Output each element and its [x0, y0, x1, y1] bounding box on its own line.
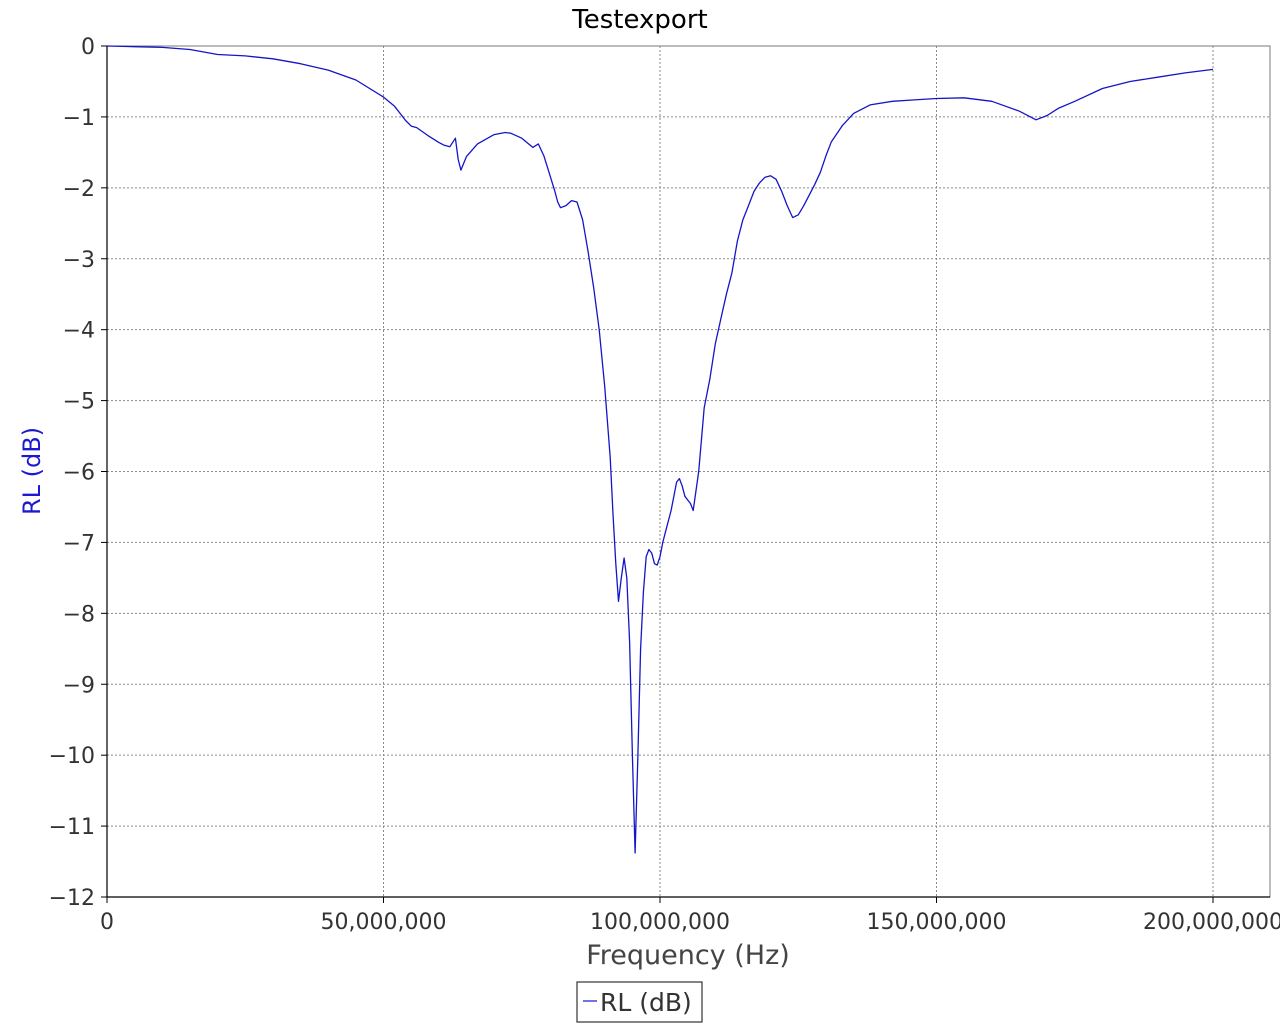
y-tick-label: −11	[49, 815, 95, 840]
y-tick-label: −4	[63, 319, 95, 344]
y-tick-label: 0	[81, 35, 95, 60]
x-axis-ticks: 0 50,000,000 100,000,000 150,000,000 200,000…	[100, 897, 1280, 935]
series-line-rl	[106, 45, 1214, 854]
x-axis-label: Frequency (Hz)	[586, 940, 790, 971]
legend-box	[576, 981, 703, 1023]
x-tick-label: 50,000,000	[321, 910, 447, 935]
y-axis-label: RL (dB)	[18, 427, 46, 515]
y-tick-label: −12	[49, 886, 95, 911]
x-tick-label: 200,000,000	[1143, 910, 1280, 935]
x-tick-label: 100,000,000	[590, 910, 730, 935]
series-layer	[106, 45, 1214, 854]
x-tick-label: 0	[100, 910, 114, 935]
x-tick-label: 150,000,000	[867, 910, 1007, 935]
y-tick-label: −5	[63, 390, 95, 415]
y-tick-label: −6	[63, 461, 95, 486]
y-tick-label: −9	[63, 673, 95, 698]
y-tick-label: −8	[63, 602, 95, 627]
grid	[107, 45, 1270, 897]
legend-label: RL (dB)	[600, 988, 692, 1017]
y-tick-label: −3	[63, 248, 95, 273]
y-tick-label: −2	[63, 177, 95, 202]
y-axis-ticks: 0 −1 −2 −3 −4 −5 −6 −7 −8 −9 −10 −11 −12	[49, 35, 107, 911]
y-tick-label: −10	[49, 744, 95, 769]
chart-title: Testexport	[571, 5, 707, 35]
y-tick-label: −1	[63, 106, 95, 131]
y-tick-label: −7	[63, 531, 95, 556]
legend: RL (dB)	[576, 981, 703, 1023]
